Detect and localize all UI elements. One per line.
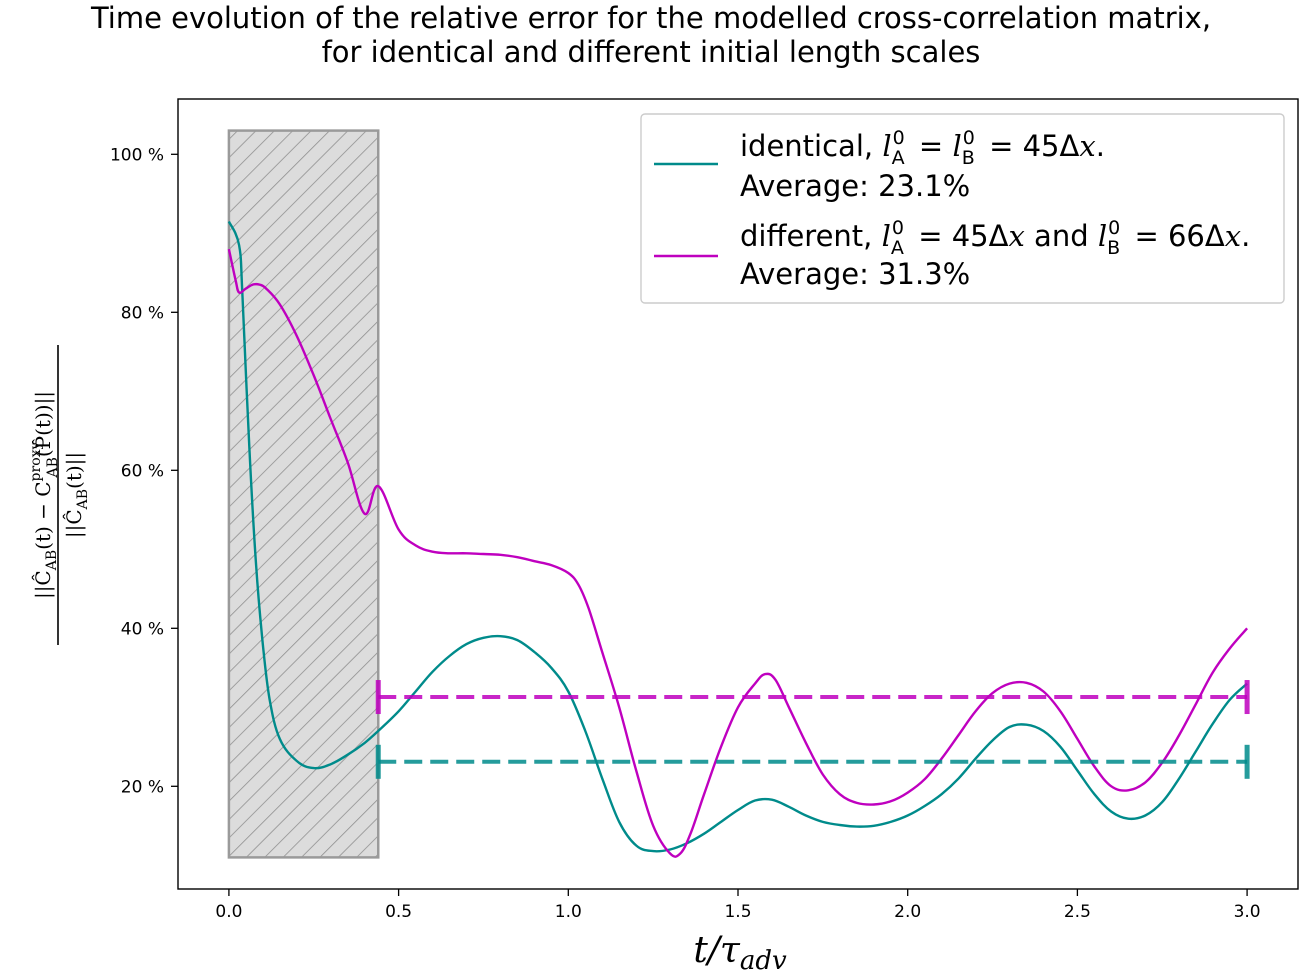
x-tick-label: 1.0: [555, 902, 582, 922]
x-tick-label: 3.0: [1234, 902, 1261, 922]
x-tick-label: 0.5: [385, 902, 412, 922]
y-tick-label: 60 %: [121, 461, 164, 481]
legend-average-identical: Average: 23.1%: [740, 169, 970, 203]
legend-box: [640, 113, 1285, 304]
x-tick-label: 2.5: [1064, 902, 1091, 922]
svg-text:||ĈAB(t)||: ||ĈAB(t)||: [61, 452, 91, 538]
series-line-identical: [227, 220, 1248, 853]
chart-title-line-2: for identical and different initial leng…: [321, 35, 981, 69]
legend-label-different: different, lA0 = 45Δx and lB0 = 66Δx.: [740, 217, 1250, 259]
x-axis-label: t/τadv: [693, 930, 787, 971]
legend: identical, lA0 = lB0 = 45Δx. Average: 23…: [640, 113, 1285, 304]
y-tick-label: 20 %: [121, 777, 164, 797]
y-tick-label: 80 %: [121, 303, 164, 323]
series-line-different: [227, 248, 1249, 858]
y-tick-label: 100 %: [110, 145, 164, 165]
svg-text:||ĈAB(t) − CproxyAB(P̂(t))||: ||ĈAB(t) − CproxyAB(P̂(t))||: [28, 391, 61, 599]
shaded-region: [227, 129, 380, 859]
x-tick-label: 2.0: [894, 902, 921, 922]
legend-average-different: Average: 31.3%: [740, 257, 970, 291]
y-axis-label: ||ĈAB(t) − CproxyAB(P̂(t))|| ||ĈAB(t)||: [28, 345, 91, 645]
y-tick-label: 40 %: [121, 619, 164, 639]
legend-label-identical: identical, lA0 = lB0 = 45Δx.: [740, 127, 1105, 169]
x-tick-label: 0.0: [215, 902, 242, 922]
chart-title-line-1: Time evolution of the relative error for…: [90, 1, 1212, 35]
x-tick-label: 1.5: [724, 902, 751, 922]
